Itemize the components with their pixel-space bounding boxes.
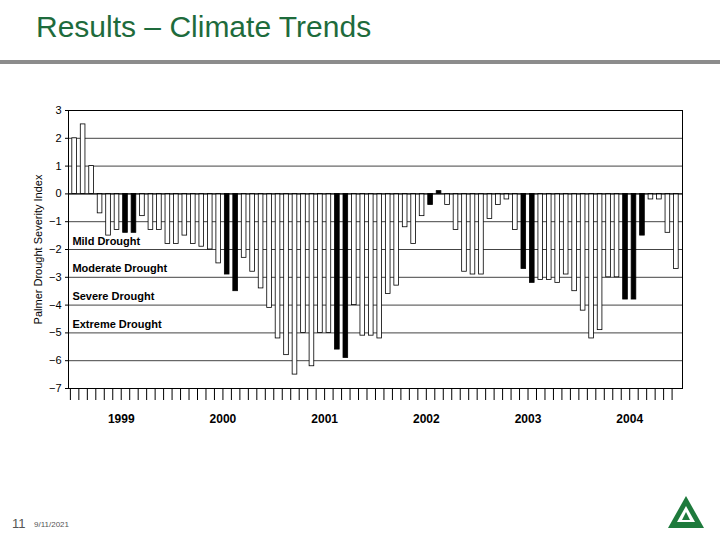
- svg-text:Severe Drought: Severe Drought: [72, 290, 154, 302]
- svg-text:0: 0: [55, 187, 61, 199]
- svg-text:−4: −4: [49, 299, 62, 311]
- svg-text:2004: 2004: [616, 412, 643, 426]
- html-text:11: 11: [12, 516, 26, 531]
- svg-text:1: 1: [55, 160, 61, 172]
- svg-text:Moderate Drought: Moderate Drought: [72, 262, 167, 274]
- svg-text:−3: −3: [49, 271, 62, 283]
- svg-text:−7: −7: [49, 382, 62, 394]
- html-text:Results – Climate Trends: Results – Climate Trends: [36, 10, 372, 43]
- html-text:9/11/2021: 9/11/2021: [34, 520, 69, 529]
- svg-text:−5: −5: [49, 326, 62, 338]
- svg-text:Palmer Drought Severity Index: Palmer Drought Severity Index: [32, 174, 44, 324]
- svg-text:3: 3: [55, 104, 61, 116]
- svg-text:−1: −1: [49, 215, 62, 227]
- svg-text:2: 2: [55, 132, 61, 144]
- svg-text:−2: −2: [49, 243, 62, 255]
- svg-text:2001: 2001: [311, 412, 338, 426]
- svg-text:1999: 1999: [108, 412, 135, 426]
- svg-text:2003: 2003: [515, 412, 542, 426]
- svg-text:2000: 2000: [210, 412, 237, 426]
- svg-text:Mild Drought: Mild Drought: [72, 235, 140, 247]
- svg-text:Extreme Drought: Extreme Drought: [72, 318, 162, 330]
- svg-text:2002: 2002: [413, 412, 440, 426]
- svg-text:−6: −6: [49, 354, 62, 366]
